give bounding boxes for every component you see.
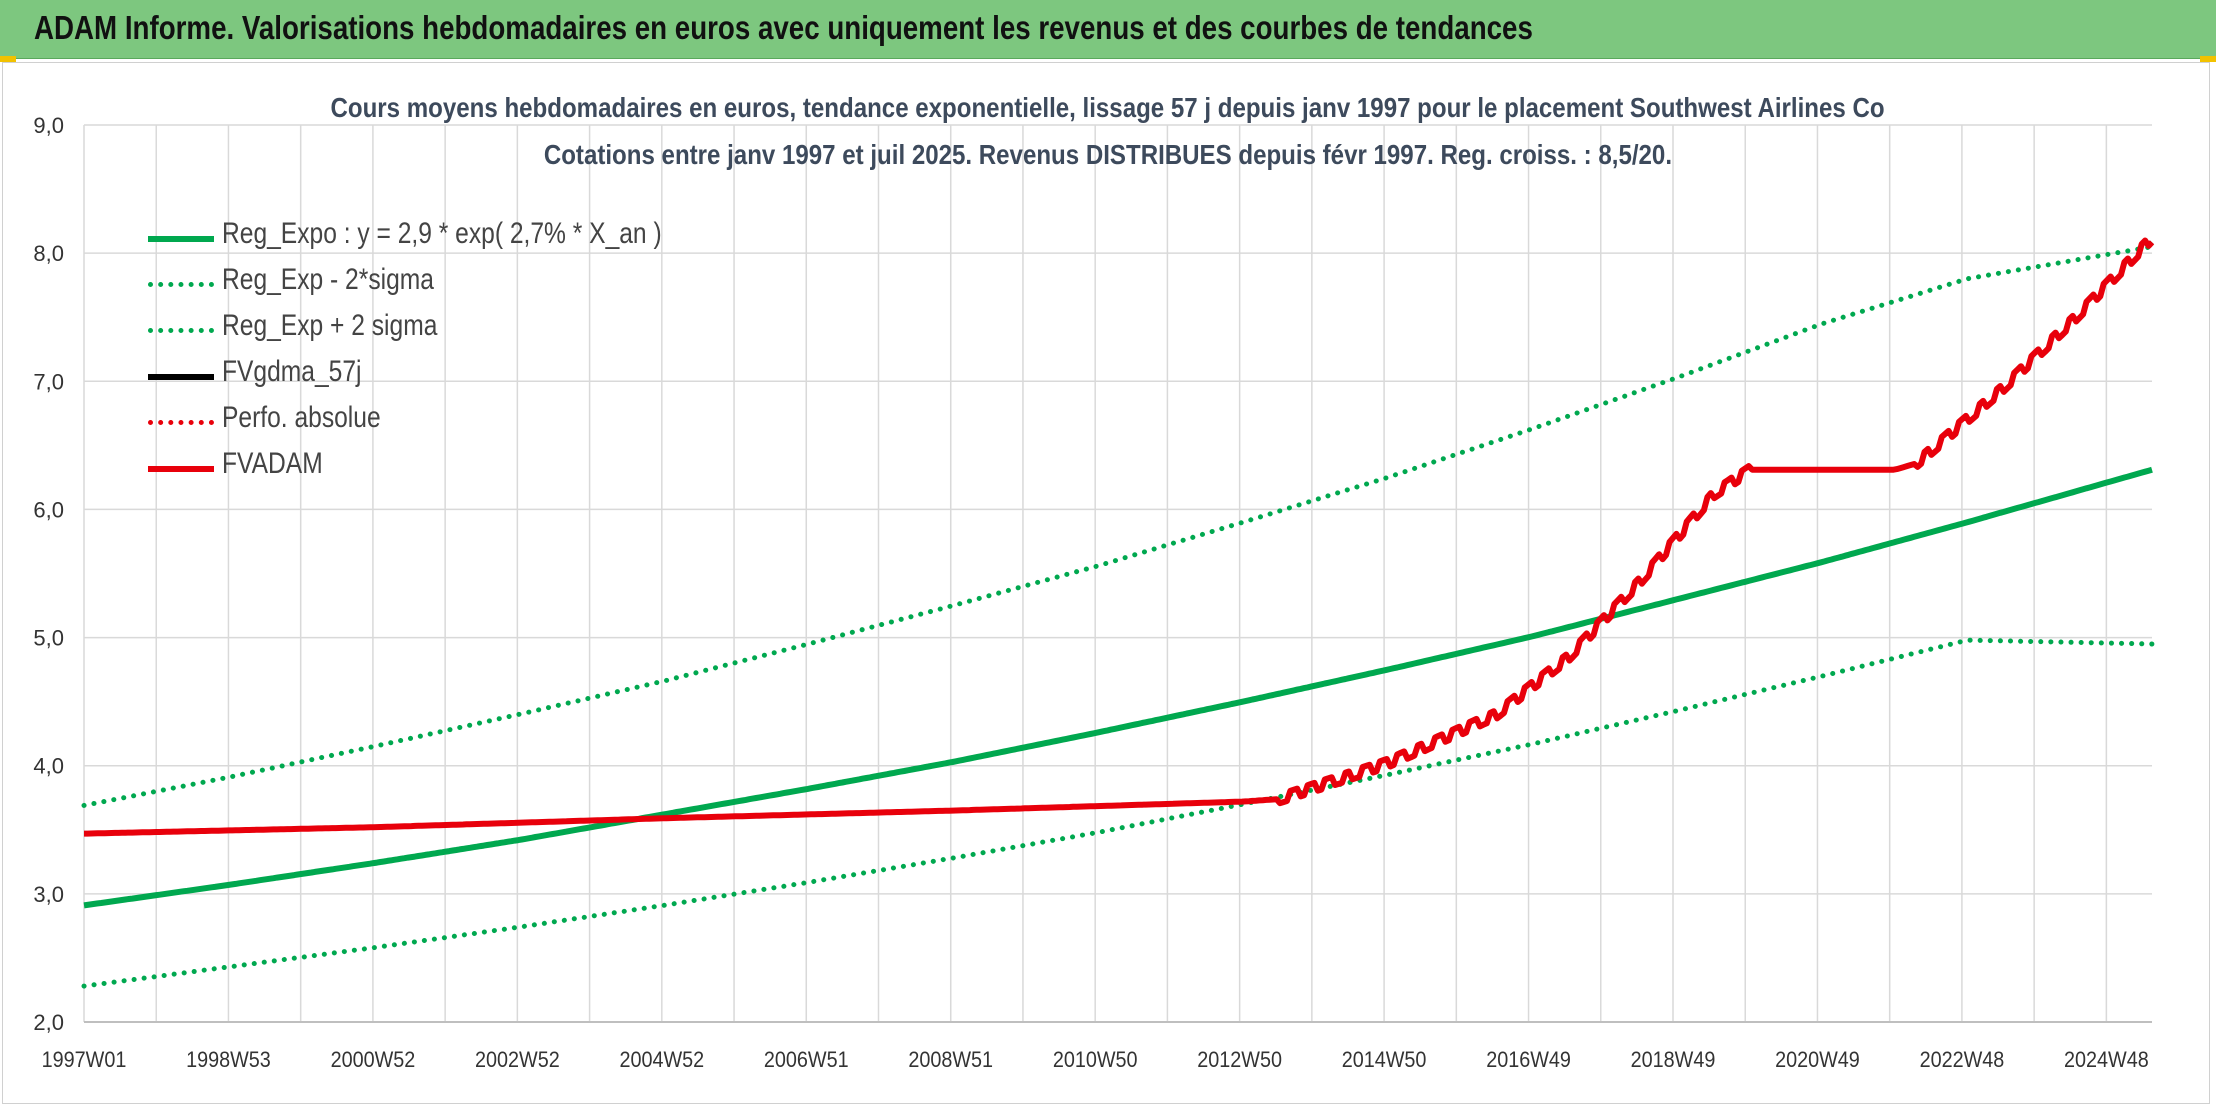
series-layer <box>81 237 2155 989</box>
legend-label: Reg_Exp - 2*sigma <box>222 263 434 296</box>
x-tick-label: 2000W52 <box>331 1048 416 1072</box>
series-line-reg-exp-2-sigma <box>81 637 2155 989</box>
legend-swatch <box>148 420 214 425</box>
x-tick-label: 2020W49 <box>1775 1048 1860 1072</box>
x-tick-label: 2006W51 <box>764 1048 849 1072</box>
legend-label: Reg_Exp + 2 sigma <box>222 309 438 342</box>
legend-swatch <box>148 328 214 333</box>
y-tick-label: 2,0 <box>33 1010 64 1035</box>
series-line-reg-expo-y-2-9-exp-2-7-x-an- <box>83 466 2153 909</box>
x-tick-label: 2018W49 <box>1631 1048 1716 1072</box>
series-line-reg-exp-2-sigma <box>81 244 2155 808</box>
legend-swatch <box>148 236 214 242</box>
x-tick-label: 2016W49 <box>1486 1048 1571 1072</box>
legend-label: Reg_Expo : y = 2,9 * exp( 2,7% * X_an ) <box>222 217 662 250</box>
legend-label: Perfo. absolue <box>222 401 381 434</box>
x-tick-label: 2010W50 <box>1053 1048 1138 1072</box>
y-tick-label: 8,0 <box>33 241 64 266</box>
x-tick-label: 2022W48 <box>1920 1048 2005 1072</box>
y-tick-label: 9,0 <box>33 113 64 138</box>
y-tick-label: 3,0 <box>33 882 64 907</box>
legend-swatch <box>148 282 214 287</box>
axis-layer: 2,0 3,0 4,0 5,0 6,0 7,0 8,0 9,0 1997W01 1998W53 20… <box>33 113 2152 1072</box>
x-tick-label: 1998W53 <box>186 1048 271 1072</box>
y-tick-label: 7,0 <box>33 369 64 394</box>
legend-swatch <box>148 374 214 380</box>
y-tick-label: 6,0 <box>33 497 64 522</box>
x-tick-label: 2004W52 <box>619 1048 704 1072</box>
y-tick-label: 5,0 <box>33 626 64 651</box>
x-tick-label: 2002W52 <box>475 1048 560 1072</box>
report-header: ADAM Informe. Valorisations hebdomadaire… <box>0 0 2216 59</box>
legend-label: FVgdma_57j <box>222 355 362 388</box>
series-line-fvadam <box>84 237 2155 837</box>
x-tick-label: 2024W48 <box>2064 1048 2149 1072</box>
grid-layer <box>83 124 2152 1023</box>
x-tick-label: 1997W01 <box>42 1048 127 1072</box>
report-title: ADAM Informe. Valorisations hebdomadaire… <box>34 9 1533 46</box>
y-tick-label: 4,0 <box>33 754 64 779</box>
chart-subtitle: Cotations entre janv 1997 et juil 2025. … <box>543 139 1673 170</box>
chart-title: Cours moyens hebdomadaires en euros, ten… <box>330 92 1886 123</box>
x-tick-label: 2008W51 <box>908 1048 993 1072</box>
x-tick-label: 2014W50 <box>1342 1048 1427 1072</box>
corner-marker-left <box>0 56 16 62</box>
x-tick-label: 2012W50 <box>1197 1048 1282 1072</box>
legend-swatch <box>148 466 214 472</box>
corner-marker-right <box>2200 56 2216 62</box>
legend-label: FVADAM <box>222 447 323 480</box>
chart-area <box>2 62 2210 1104</box>
